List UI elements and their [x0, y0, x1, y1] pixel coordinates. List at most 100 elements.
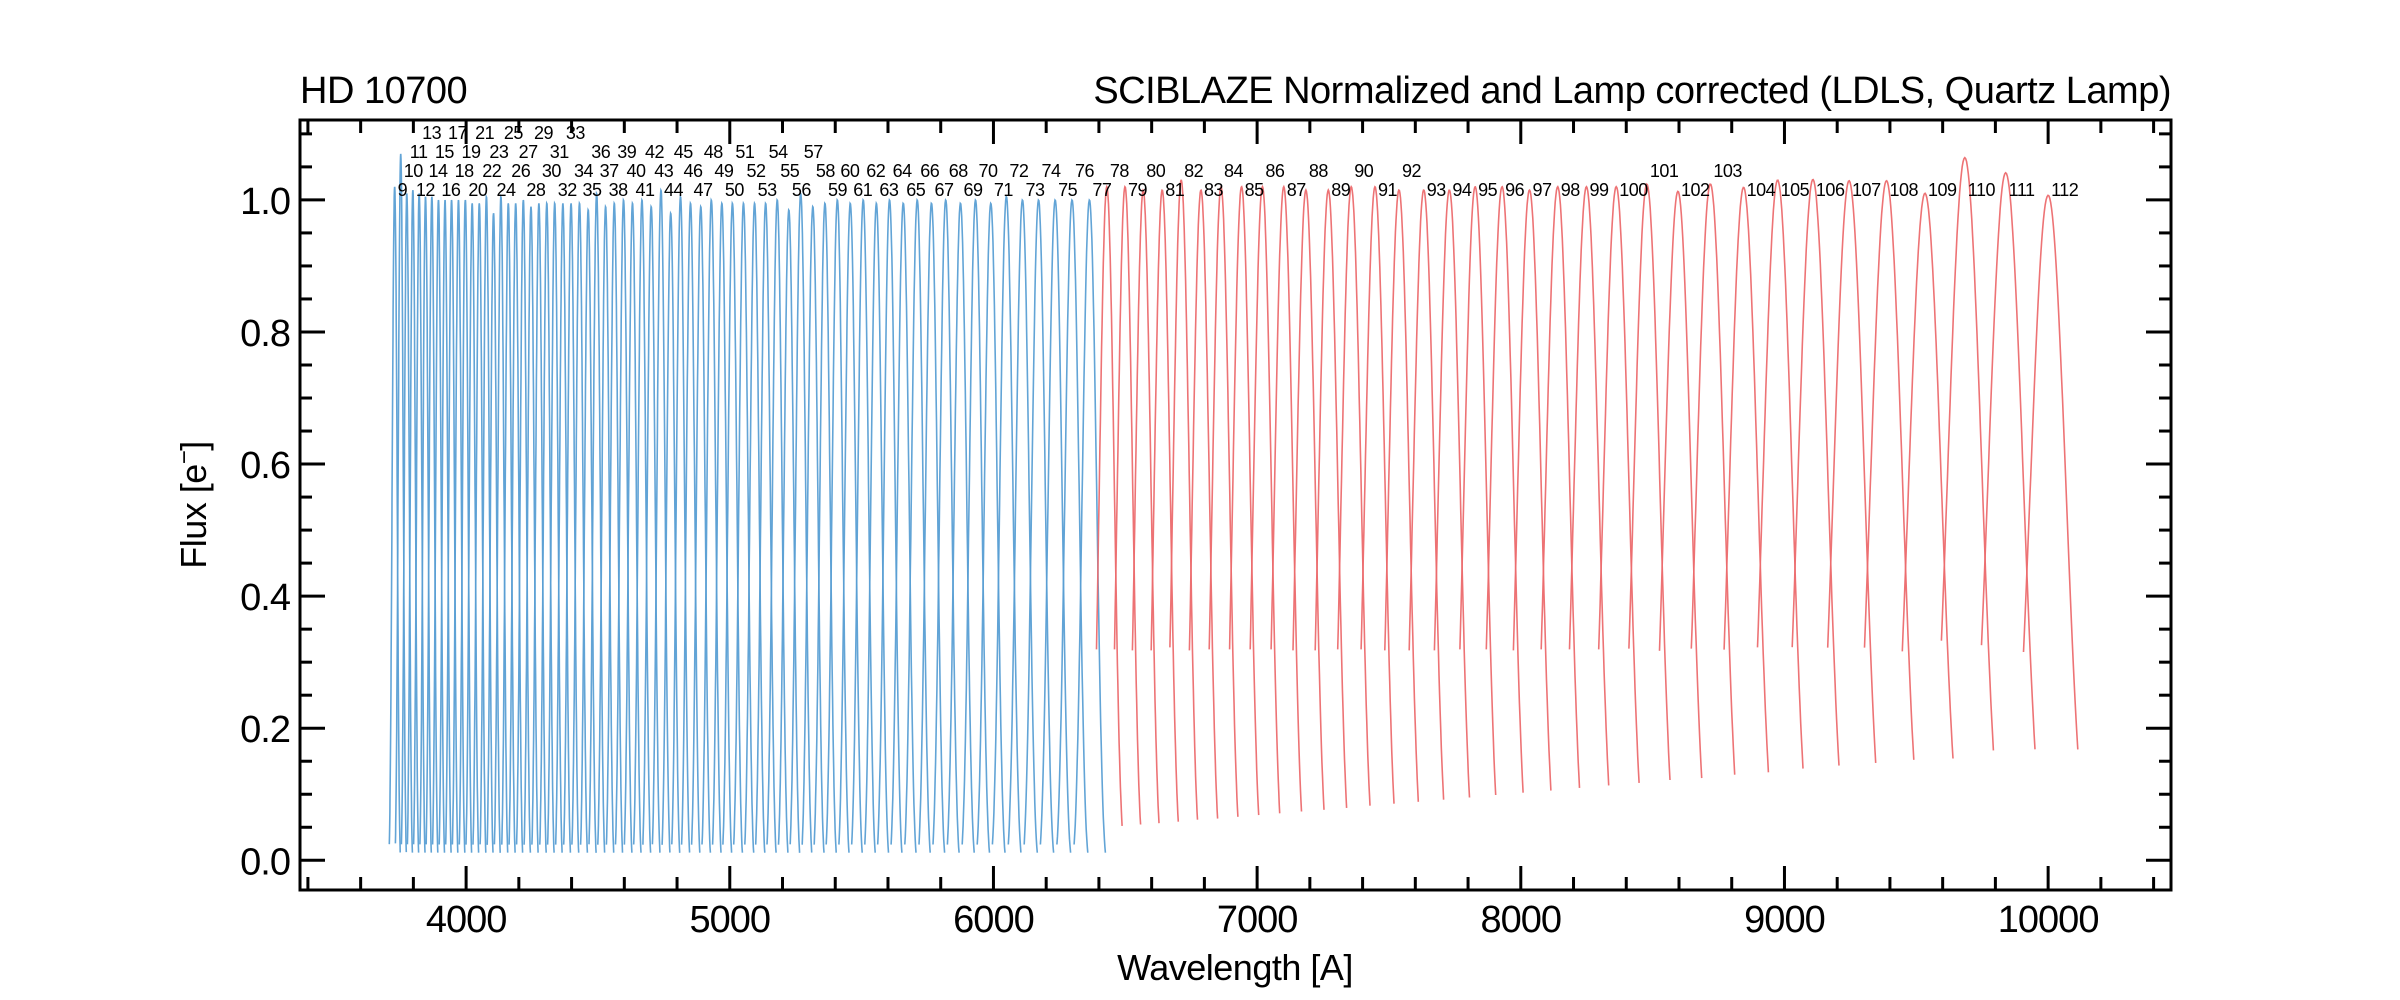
order-curve-93 [1408, 189, 1445, 800]
order-label-63: 63 [879, 180, 899, 200]
order-curve-70 [961, 197, 991, 853]
order-label-10: 10 [404, 161, 424, 181]
y-tick-label: 0.8 [240, 313, 290, 355]
order-label-24: 24 [497, 180, 517, 200]
chart-title-left: HD 10700 [300, 70, 467, 112]
x-axis-title: Wavelength [A] [1117, 947, 1353, 988]
order-label-51: 51 [735, 142, 755, 162]
order-label-35: 35 [582, 180, 602, 200]
order-label-77: 77 [1092, 180, 1112, 200]
order-label-43: 43 [654, 161, 674, 181]
order-label-92: 92 [1402, 161, 1422, 181]
order-curve-74 [1023, 198, 1055, 853]
order-label-80: 80 [1146, 161, 1166, 181]
order-label-41: 41 [635, 180, 655, 200]
order-curve-76 [1056, 198, 1089, 853]
order-curve-86 [1249, 184, 1281, 814]
order-curve-48 [690, 203, 712, 853]
order-label-101: 101 [1650, 161, 1679, 181]
order-curve-84 [1208, 185, 1239, 817]
chart-title-right: SCIBLAZE Normalized and Lamp corrected (… [1093, 70, 2171, 112]
order-label-13: 13 [422, 123, 442, 143]
order-curve-54 [754, 201, 777, 853]
order-label-21: 21 [475, 123, 495, 143]
plot-frame [298, 118, 2173, 892]
order-curve-65 [890, 201, 917, 853]
order-label-78: 78 [1110, 161, 1130, 181]
order-curve-35 [571, 200, 589, 853]
order-label-38: 38 [609, 180, 629, 200]
order-curve-36 [579, 207, 597, 853]
order-curve-64 [876, 197, 903, 853]
order-curve-52 [732, 200, 755, 853]
order-label-75: 75 [1058, 180, 1078, 200]
order-curve-42 [632, 197, 652, 853]
order-label-25: 25 [504, 123, 524, 143]
order-curve-95 [1459, 185, 1497, 796]
order-curve-57 [789, 190, 813, 853]
order-label-97: 97 [1532, 180, 1552, 200]
order-label-57: 57 [804, 142, 824, 162]
order-label-65: 65 [906, 180, 926, 200]
order-curve-47 [680, 200, 701, 853]
order-label-28: 28 [526, 180, 546, 200]
order-curve-75 [1039, 198, 1072, 853]
order-curve-31 [539, 200, 555, 853]
x-tick-label: 5000 [690, 899, 771, 941]
order-curve-13 [412, 193, 426, 853]
order-curve-22 [472, 203, 487, 853]
order-label-74: 74 [1042, 161, 1062, 181]
order-curve-106 [1791, 178, 1840, 766]
order-curve-66 [904, 197, 931, 853]
order-curve-50 [711, 200, 733, 853]
order-label-86: 86 [1265, 161, 1285, 181]
order-label-23: 23 [489, 142, 509, 162]
order-label-68: 68 [949, 161, 969, 181]
order-curve-34 [562, 203, 580, 853]
order-label-58: 58 [816, 161, 836, 181]
order-curve-16 [431, 199, 446, 853]
order-label-31: 31 [550, 142, 570, 162]
order-label-22: 22 [482, 161, 502, 181]
order-label-47: 47 [693, 180, 713, 200]
order-curve-11 [400, 193, 414, 853]
order-label-99: 99 [1589, 180, 1609, 200]
order-label-104: 104 [1747, 180, 1776, 200]
order-label-36: 36 [591, 142, 611, 162]
y-tick-label: 0.6 [240, 445, 290, 487]
order-label-12: 12 [416, 180, 436, 200]
order-label-53: 53 [758, 180, 778, 200]
order-curve-100 [1597, 185, 1640, 783]
order-label-44: 44 [664, 180, 684, 200]
order-label-109: 109 [1928, 180, 1957, 200]
order-curve-89 [1314, 188, 1348, 808]
order-label-93: 93 [1427, 180, 1447, 200]
order-label-98: 98 [1561, 180, 1581, 200]
order-label-62: 62 [866, 161, 886, 181]
order-curve-32 [546, 200, 563, 853]
order-curve-49 [701, 197, 722, 853]
order-label-95: 95 [1478, 180, 1498, 200]
order-label-37: 37 [600, 161, 620, 181]
order-curve-69 [946, 201, 975, 853]
order-curve-20 [458, 199, 473, 853]
order-curve-102 [1658, 190, 1703, 779]
order-curve-43 [642, 203, 661, 853]
order-curve-78 [1095, 184, 1123, 826]
order-curve-61 [838, 201, 863, 853]
order-label-94: 94 [1452, 180, 1472, 200]
order-curve-80 [1131, 188, 1160, 824]
order-curve-85 [1228, 185, 1260, 816]
order-label-27: 27 [519, 142, 539, 162]
y-tick-label: 0.0 [240, 841, 290, 883]
order-label-108: 108 [1890, 180, 1919, 200]
order-label-84: 84 [1224, 161, 1244, 181]
order-curve-90 [1336, 184, 1371, 806]
order-label-56: 56 [792, 180, 812, 200]
order-label-72: 72 [1009, 161, 1029, 181]
order-label-50: 50 [725, 180, 745, 200]
order-label-96: 96 [1505, 180, 1525, 200]
order-curve-60 [825, 197, 850, 853]
